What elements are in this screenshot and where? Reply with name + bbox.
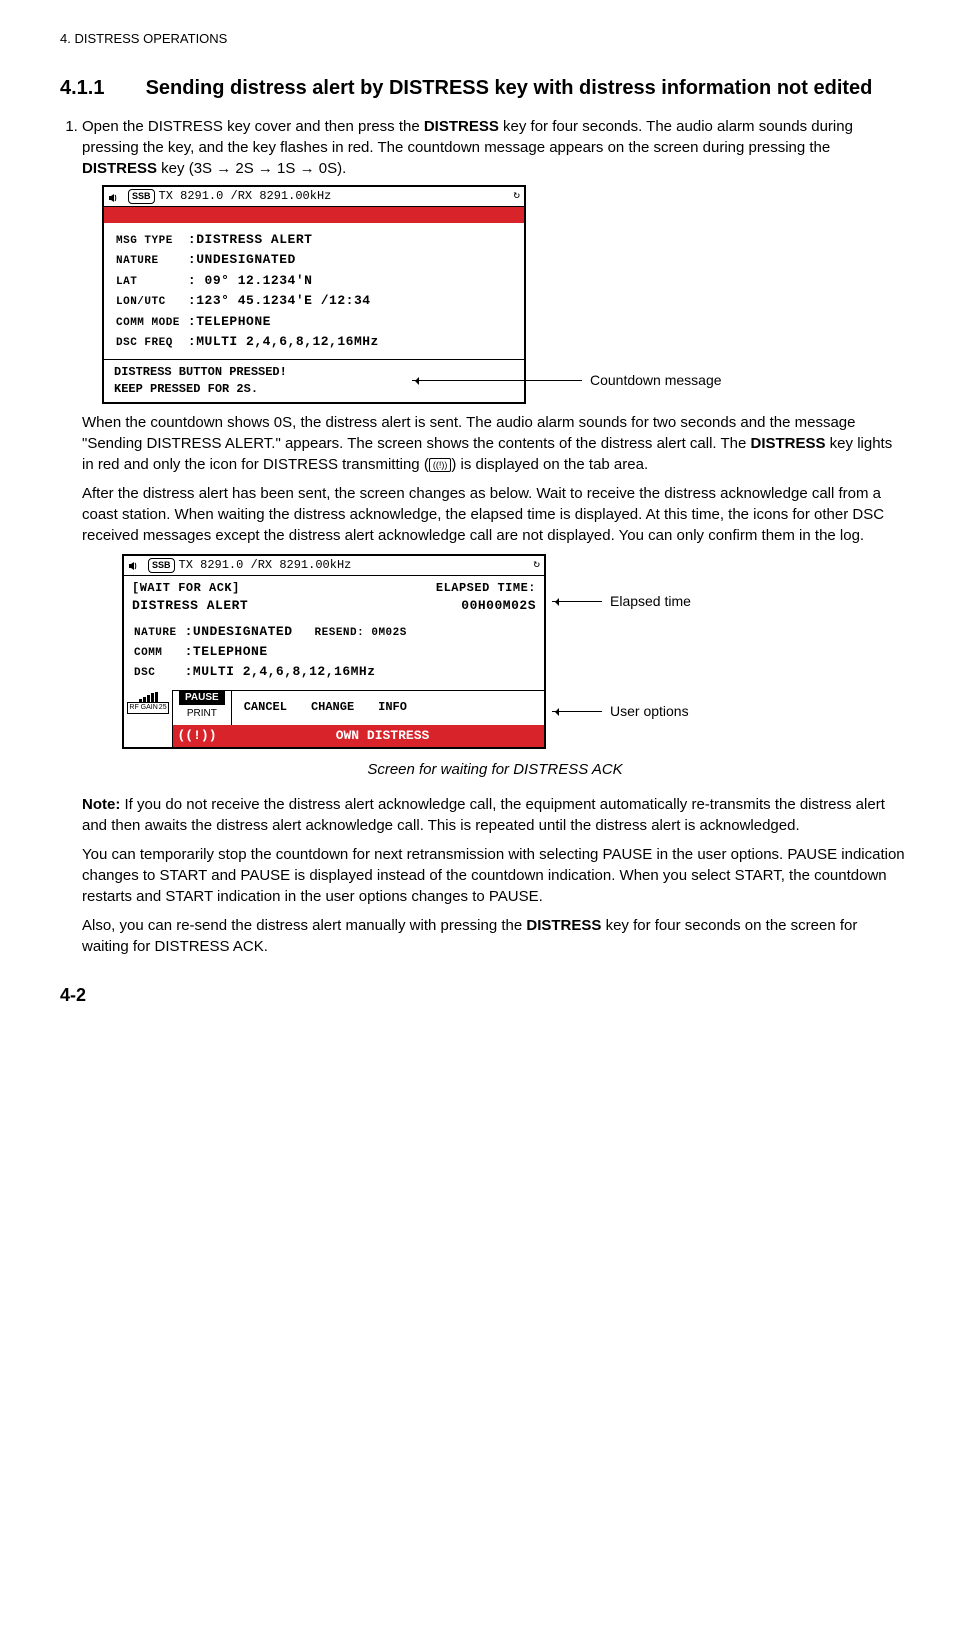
s1r4k: COMM MODE: [116, 313, 186, 331]
s1r2k: LAT: [116, 272, 186, 290]
screen2-bottom: RF GAIN25 PAUSE PRINT CANCEL CHANGE INFO: [124, 690, 544, 747]
tx-icon: ((!)): [429, 458, 452, 472]
own-distress-text: OWN DISTRESS: [221, 727, 544, 745]
s1r0v: :DISTRESS ALERT: [188, 231, 379, 249]
own-distress-bar: ((!)) OWN DISTRESS: [173, 725, 544, 747]
speaker-icon: [108, 192, 118, 202]
screen1-table: MSG TYPE:DISTRESS ALERT NATURE:UNDESIGNA…: [114, 229, 381, 353]
screen-2: SSB TX 8291.0 /RX 8291.00kHz ↻ [WAIT FOR…: [122, 554, 546, 749]
elapsed-value: 00H00M02S: [461, 597, 536, 615]
change-option[interactable]: CHANGE: [299, 697, 366, 718]
arrow-icon: [412, 380, 582, 381]
s2r2k: DSC: [134, 663, 183, 681]
p2a: When the countdown shows 0S, the distres…: [82, 414, 855, 452]
s1r1k: NATURE: [116, 251, 186, 269]
rfgain: RF GAIN25: [124, 690, 173, 747]
rfgain-label: RF GAIN25: [127, 702, 168, 714]
s1r5k: DSC FREQ: [116, 333, 186, 351]
page-number: 4-2: [60, 983, 908, 1008]
section-number: 4.1.1: [60, 74, 140, 102]
screen2-body: [WAIT FOR ACK] ELAPSED TIME: DISTRESS AL…: [124, 576, 544, 690]
s1r3v: :123° 45.1234'E /12:34: [188, 292, 379, 310]
red-strip: [104, 207, 524, 223]
screen1-body: MSG TYPE:DISTRESS ALERT NATURE:UNDESIGNA…: [104, 223, 524, 359]
distress-alert: DISTRESS ALERT: [132, 597, 248, 615]
note-label: Note:: [82, 796, 120, 813]
screen2-freq: TX 8291.0 /RX 8291.00kHz: [179, 557, 352, 574]
callout-user-options: User options: [610, 702, 689, 722]
section-title-text: Sending distress alert by DISTRESS key w…: [146, 77, 873, 99]
section-title: 4.1.1 Sending distress alert by DISTRESS…: [60, 74, 908, 102]
note-paragraph: Note: If you do not receive the distress…: [82, 794, 908, 836]
page-header: 4. DISTRESS OPERATIONS: [60, 30, 908, 48]
pause-print-col: PAUSE PRINT: [173, 691, 232, 725]
step1-text-a: Open the DISTRESS key cover and then pre…: [82, 118, 424, 135]
print-option[interactable]: PRINT: [179, 707, 225, 721]
figure-caption: Screen for waiting for DISTRESS ACK: [82, 759, 908, 780]
distress-kw3: DISTRESS: [751, 435, 826, 452]
s1r5v: :MULTI 2,4,6,8,12,16MHz: [188, 333, 379, 351]
screen1-topbar: SSB TX 8291.0 /RX 8291.00kHz ↻: [104, 187, 524, 207]
pause-paragraph: You can temporarily stop the countdown f…: [82, 844, 908, 907]
note-body: If you do not receive the distress alert…: [82, 796, 885, 834]
info-option[interactable]: INFO: [366, 697, 419, 718]
loop-icon-2: ↻: [533, 558, 540, 573]
s1r1v: :UNDESIGNATED: [188, 251, 379, 269]
p5a: Also, you can re-send the distress alert…: [82, 917, 526, 934]
screen2-topbar: SSB TX 8291.0 /RX 8291.00kHz ↻: [124, 556, 544, 576]
signal-bars-icon: [139, 692, 158, 702]
screen2-table: NATURE :UNDESIGNATED RESEND: 0M02S COMM:…: [132, 621, 409, 684]
distress-kw: DISTRESS: [424, 118, 499, 135]
elapsed-label: ELAPSED TIME:: [436, 580, 536, 597]
s2r1k: COMM: [134, 643, 183, 661]
s2r0v: :UNDESIGNATED: [185, 623, 293, 641]
arrow-icon-2: [552, 601, 602, 602]
callout-countdown: Countdown message: [590, 371, 722, 391]
distress-kw2: DISTRESS: [82, 160, 157, 177]
ssb-badge-2: SSB: [148, 558, 175, 573]
s2r1v: :TELEPHONE: [185, 643, 407, 661]
s1r0k: MSG TYPE: [116, 231, 186, 249]
resend-paragraph: Also, you can re-send the distress alert…: [82, 915, 908, 957]
s1r3k: LON/UTC: [116, 292, 186, 310]
callout-elapsed: Elapsed time: [610, 592, 691, 612]
s2r0k: NATURE: [134, 623, 183, 641]
wait-for-ack: [WAIT FOR ACK]: [132, 580, 240, 597]
para-after-sent: After the distress alert has been sent, …: [82, 483, 908, 546]
distress-icon: ((!)): [173, 727, 221, 745]
distress-kw4: DISTRESS: [526, 917, 601, 934]
step-1: Open the DISTRESS key cover and then pre…: [82, 116, 908, 957]
step1-text-c: key (3S → 2S → 1S → 0S).: [157, 160, 346, 177]
s1r2v: : 09° 12.1234'N: [188, 272, 379, 290]
s2r2v: :MULTI 2,4,6,8,12,16MHz: [185, 663, 407, 681]
arrow-icon-3: [552, 711, 602, 712]
loop-icon: ↻: [513, 189, 520, 204]
s1r4v: :TELEPHONE: [188, 313, 379, 331]
cancel-option[interactable]: CANCEL: [232, 697, 299, 718]
option-bar: PAUSE PRINT CANCEL CHANGE INFO: [173, 690, 544, 725]
screen1-freq: TX 8291.0 /RX 8291.00kHz: [159, 188, 332, 205]
para-after-screen1: When the countdown shows 0S, the distres…: [82, 412, 908, 475]
ssb-badge: SSB: [128, 189, 155, 204]
speaker-icon-2: [128, 560, 138, 570]
pause-option[interactable]: PAUSE: [179, 691, 225, 705]
p2c: ) is displayed on the tab area.: [451, 456, 648, 473]
resend: RESEND: 0M02S: [295, 623, 407, 641]
